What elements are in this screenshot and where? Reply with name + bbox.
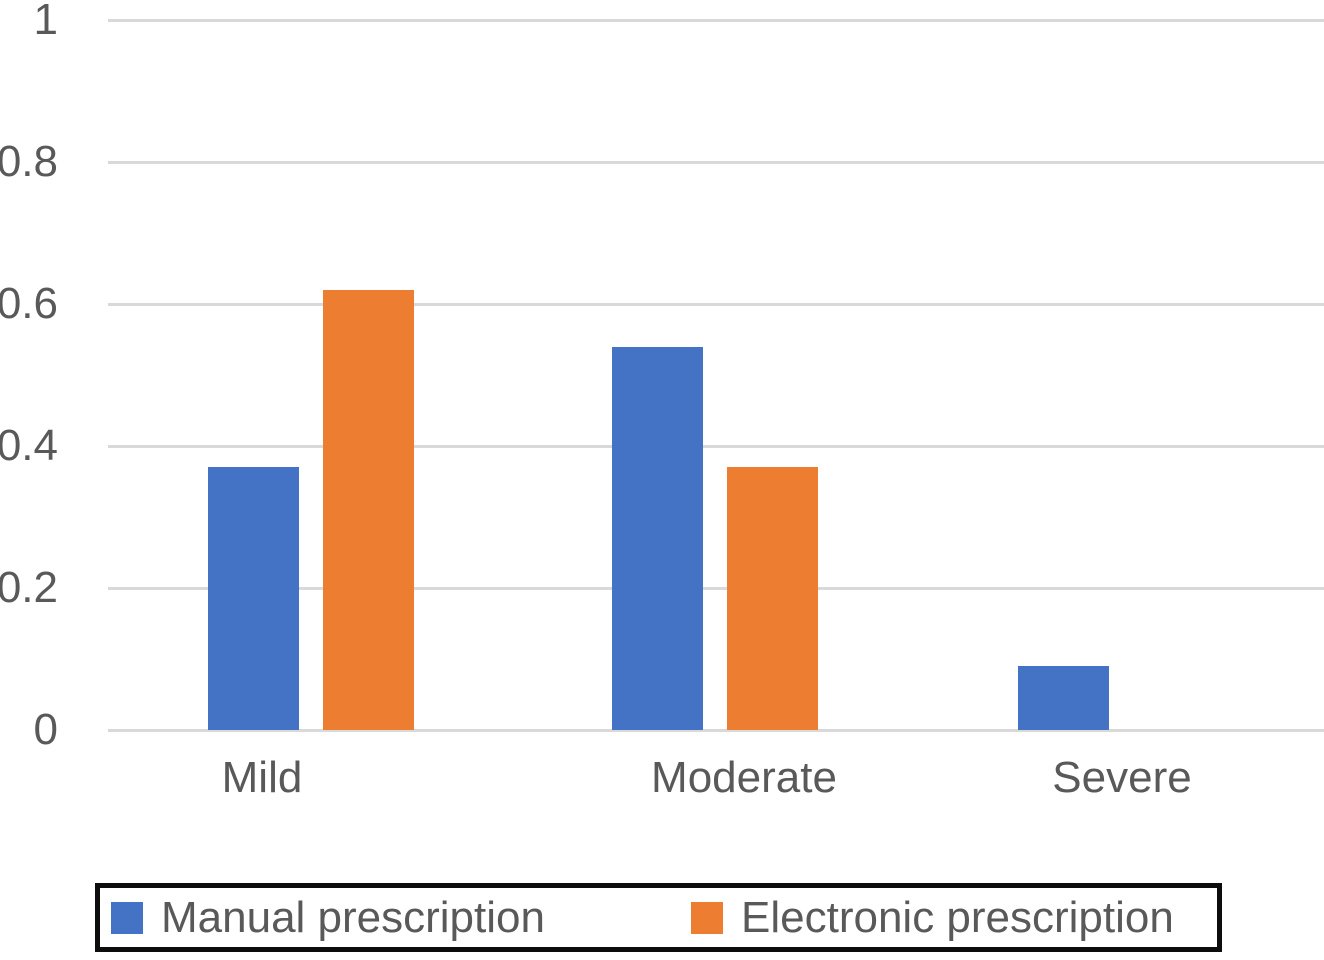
gridline-0-6 xyxy=(108,303,1324,306)
legend-item-manual-prescription: Manual prescription xyxy=(111,888,545,947)
legend-label-electronic-prescription: Electronic prescription xyxy=(741,892,1174,942)
gridline-1 xyxy=(108,19,1324,22)
legend-swatch-manual-prescription xyxy=(111,901,143,934)
gridline-0-4 xyxy=(108,445,1324,448)
bar-mild-manual-prescription xyxy=(208,467,299,730)
gridline-0-8 xyxy=(108,161,1324,164)
legend-swatch-electronic-prescription xyxy=(691,901,723,934)
legend-item-electronic-prescription: Electronic prescription xyxy=(691,888,1174,947)
bar-moderate-electronic-prescription xyxy=(727,467,818,730)
bar-moderate-manual-prescription xyxy=(612,346,703,730)
legend-label-manual-prescription: Manual prescription xyxy=(161,892,545,942)
bar-mild-electronic-prescription xyxy=(323,289,414,730)
gridline-0-2 xyxy=(108,587,1324,590)
gridline-0 xyxy=(108,729,1324,732)
legend: Manual prescription Electronic prescripti… xyxy=(95,883,1222,952)
bar-severe-manual-prescription xyxy=(1018,666,1109,730)
